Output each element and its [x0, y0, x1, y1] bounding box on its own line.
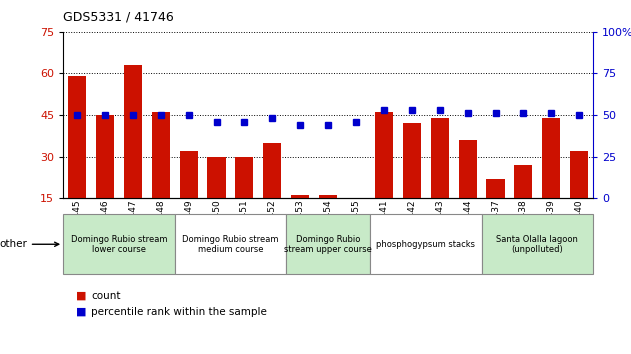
Bar [403, 124, 421, 240]
Text: Santa Olalla lagoon
(unpolluted): Santa Olalla lagoon (unpolluted) [497, 235, 578, 254]
Text: other: other [0, 239, 59, 249]
Text: ■: ■ [76, 291, 86, 301]
Bar [459, 140, 476, 240]
Bar [235, 156, 254, 240]
FancyBboxPatch shape [175, 214, 286, 274]
Bar [319, 195, 337, 240]
Text: GDS5331 / 41746: GDS5331 / 41746 [63, 10, 174, 23]
FancyBboxPatch shape [481, 214, 593, 274]
Text: ■: ■ [76, 307, 86, 316]
Bar [570, 151, 588, 240]
Bar [68, 76, 86, 240]
Bar [347, 198, 365, 240]
Text: Domingo Rubio stream
medium course: Domingo Rubio stream medium course [182, 235, 279, 254]
FancyBboxPatch shape [370, 214, 481, 274]
Text: phosphogypsum stacks: phosphogypsum stacks [376, 240, 475, 249]
Text: count: count [91, 291, 121, 301]
Bar [375, 112, 393, 240]
Bar [542, 118, 560, 240]
Bar [124, 65, 142, 240]
Bar [430, 118, 449, 240]
Text: Domingo Rubio stream
lower course: Domingo Rubio stream lower course [71, 235, 167, 254]
Text: Domingo Rubio
stream upper course: Domingo Rubio stream upper course [284, 235, 372, 254]
Bar [514, 165, 533, 240]
Text: percentile rank within the sample: percentile rank within the sample [91, 307, 268, 316]
Bar [487, 179, 505, 240]
Bar [151, 112, 170, 240]
Bar [180, 151, 198, 240]
Bar [291, 195, 309, 240]
Bar [96, 115, 114, 240]
FancyBboxPatch shape [63, 214, 175, 274]
Bar [263, 143, 281, 240]
Bar [208, 156, 226, 240]
FancyBboxPatch shape [286, 214, 370, 274]
